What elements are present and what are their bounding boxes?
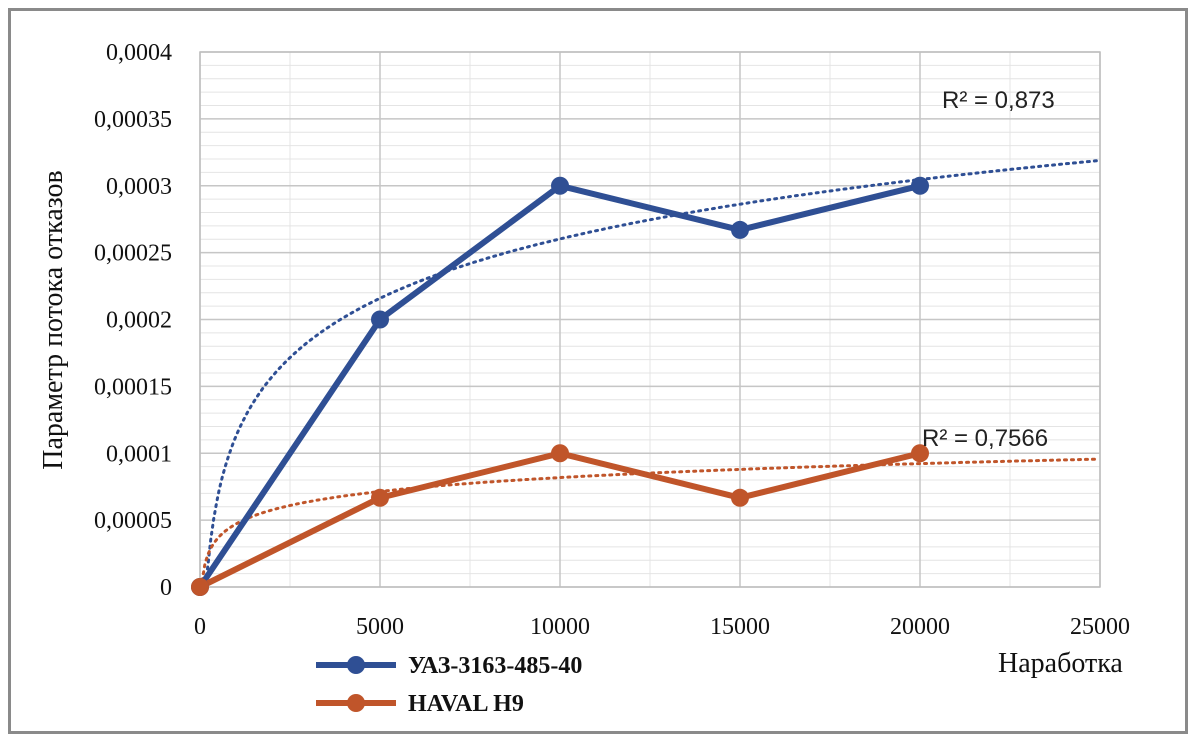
- data-point-haval: [731, 488, 749, 507]
- data-point-uaz: [551, 176, 569, 195]
- y-tick-label: 0: [160, 575, 172, 601]
- y-tick-label: 0,0003: [106, 174, 172, 200]
- y-tick-label: 0,00025: [94, 241, 172, 267]
- r2-label-haval: R² = 0,7566: [922, 425, 1048, 452]
- y-tick-label: 0,0001: [106, 441, 172, 467]
- trendlines: [200, 159, 1100, 589]
- x-tick-label: 25000: [1070, 614, 1130, 640]
- x-tick-label: 0: [194, 614, 206, 640]
- data-point-uaz: [371, 310, 389, 329]
- legend-item-uaz: УАЗ-3163-485-40: [316, 653, 582, 679]
- x-tick-label: 20000: [890, 614, 950, 640]
- x-tick-label: 5000: [356, 614, 404, 640]
- trendline-uaz: [200, 159, 1100, 589]
- y-tick-labels: 0 0,00005 0,0001 0,00015 0,0002 0,00025 0,0003…: [94, 40, 172, 601]
- trendline-haval: [200, 457, 1100, 583]
- chart-frame: [8, 8, 1188, 734]
- series-points: [191, 176, 929, 596]
- legend-item-haval: HAVAL H9: [316, 691, 524, 717]
- plot-border: [199, 51, 1101, 588]
- y-tick-label: 0,0002: [106, 308, 172, 334]
- x-tick-label: 10000: [530, 614, 590, 640]
- data-point-uaz: [911, 176, 929, 195]
- y-tick-label: 0,00005: [94, 508, 172, 534]
- data-point-haval: [911, 444, 929, 463]
- y-tick-label: 0,0004: [106, 40, 172, 66]
- y-tick-label: 0,00015: [94, 374, 172, 400]
- data-point-uaz: [731, 220, 749, 239]
- r2-label-uaz: R² = 0,873: [942, 87, 1055, 114]
- legend-label-uaz: УАЗ-3163-485-40: [408, 653, 582, 679]
- legend-label-haval: HAVAL H9: [408, 691, 524, 717]
- data-point-haval: [191, 578, 209, 596]
- x-tick-labels: 0 5000 10000 15000 20000 25000: [194, 614, 1130, 640]
- legend: УАЗ-3163-485-40 HAVAL H9: [316, 653, 582, 717]
- y-axis-title: Параметр потока отказов: [38, 170, 69, 469]
- data-point-haval: [551, 444, 569, 463]
- legend-marker-uaz: [347, 656, 365, 674]
- legend-marker-haval: [347, 694, 365, 712]
- y-tick-label: 0,00035: [94, 107, 172, 133]
- x-axis-title: Наработка: [998, 648, 1123, 679]
- x-tick-label: 15000: [710, 614, 770, 640]
- data-point-haval: [371, 488, 389, 507]
